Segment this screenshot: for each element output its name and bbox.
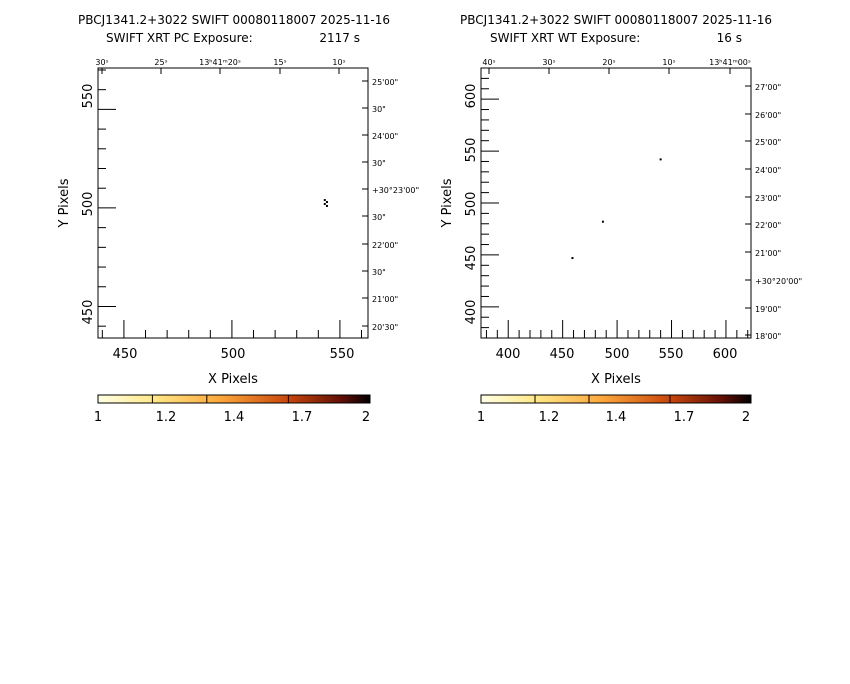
pc-plot-frame [97, 67, 369, 339]
wt-ra-label: 10ˢ [662, 58, 675, 67]
pc-ytick-label: 450 [81, 300, 96, 325]
pc-title-line1: PBCJ1341.2+3022 SWIFT 00080118007 2025-1… [78, 13, 390, 27]
pc-dec-label: 20'30" [372, 323, 398, 332]
data-point [601, 220, 604, 223]
wt-ytick-label: 500 [464, 192, 479, 217]
data-point [325, 204, 328, 207]
wt-xtick-label: 450 [550, 347, 575, 362]
wt-dec-label: 24'00" [755, 166, 781, 175]
wt-title-line1: PBCJ1341.2+3022 SWIFT 00080118007 2025-1… [460, 13, 772, 27]
pc-dec-label: 24'00" [372, 132, 398, 141]
pc-ra-label: 30ˢ [95, 58, 108, 67]
pc-x-axis-label: X Pixels [208, 372, 258, 387]
pc-dec-label: 30" [372, 268, 386, 277]
wt-ytick-label: 450 [464, 246, 479, 271]
pc-colorbar [97, 394, 371, 404]
data-point [323, 199, 326, 202]
pc-dec-label: 25'00" [372, 78, 398, 87]
data-point [325, 201, 328, 204]
pc-xtick-label: 500 [221, 347, 246, 362]
wt-colorbar-label: 1.2 [539, 410, 560, 425]
wt-ra-label: 20ˢ [602, 58, 615, 67]
pc-title-exposure: 2117 s [319, 31, 360, 45]
pc-colorbar-label: 2 [362, 410, 370, 425]
data-point [323, 202, 326, 205]
pc-dec-label: 21'00" [372, 295, 398, 304]
pc-y-axis-label: Y Pixels [57, 178, 72, 228]
wt-colorbar-label: 1 [477, 410, 485, 425]
wt-colorbar-ticks [480, 395, 752, 403]
wt-data-points [571, 158, 662, 260]
pc-xtick-label: 450 [113, 347, 138, 362]
wt-title-mode: SWIFT XRT WT Exposure: [490, 31, 640, 45]
pc-colorbar-ticks [97, 395, 371, 403]
pc-ytick-label: 500 [81, 192, 96, 217]
pc-ytick-label: 550 [81, 84, 96, 109]
wt-dec-label: 25'00" [755, 138, 781, 147]
pc-ra-label: 13ʰ41ᵐ20ˢ [199, 58, 241, 67]
wt-title-exposure: 16 s [717, 31, 742, 45]
wt-dec-label: 27'00" [755, 83, 781, 92]
pc-dec-label: 30" [372, 213, 386, 222]
pc-xtick-label: 550 [330, 347, 355, 362]
pc-panel: PBCJ1341.2+3022 SWIFT 00080118007 2025-1… [57, 13, 419, 425]
pc-colorbar-label: 1 [94, 410, 102, 425]
pc-colorbar-label: 1.7 [292, 410, 313, 425]
data-point [571, 257, 574, 260]
wt-panel: PBCJ1341.2+3022 SWIFT 00080118007 2025-1… [440, 13, 802, 425]
wt-dec-label: 23'00" [755, 194, 781, 203]
wt-xtick-label: 400 [496, 347, 521, 362]
wt-ytick-label: 400 [464, 300, 479, 325]
pc-dec-label: 30" [372, 159, 386, 168]
wt-ytick-label: 550 [464, 138, 479, 163]
wt-xtick-label: 500 [605, 347, 630, 362]
wt-ra-label: 40ˢ [482, 58, 495, 67]
pc-dec-label: 22'00" [372, 241, 398, 250]
wt-ytick-label: 600 [464, 84, 479, 109]
wt-colorbar-label: 1.7 [674, 410, 695, 425]
wt-y-axis-label: Y Pixels [440, 178, 455, 228]
pc-axis-ticks [98, 68, 368, 338]
pc-data-points [323, 199, 328, 207]
wt-x-axis-label: X Pixels [591, 372, 641, 387]
wt-dec-label: 26'00" [755, 111, 781, 120]
pc-ra-label: 10ˢ [332, 58, 345, 67]
wt-dec-label: 22'00" [755, 221, 781, 230]
wt-ra-label: 30ˢ [542, 58, 555, 67]
pc-ra-label: 25ˢ [154, 58, 167, 67]
wt-xtick-label: 600 [713, 347, 738, 362]
pc-dec-label: 30" [372, 105, 386, 114]
wt-colorbar-label: 1.4 [606, 410, 627, 425]
data-point [659, 158, 662, 161]
wt-dec-label: +30°20'00" [755, 277, 802, 286]
pc-colorbar-label: 1.4 [224, 410, 245, 425]
wt-dec-label: 18'00" [755, 332, 781, 341]
pc-title-mode: SWIFT XRT PC Exposure: [106, 31, 253, 45]
wt-colorbar [480, 394, 752, 404]
wt-ra-label: 13ʰ41ᵐ00ˢ [709, 58, 751, 67]
wt-dec-label: 19'00" [755, 305, 781, 314]
wt-dec-label: 21'00" [755, 249, 781, 258]
pc-dec-label: +30°23'00" [372, 186, 419, 195]
wt-axis-ticks [481, 67, 751, 339]
pc-colorbar-label: 1.2 [156, 410, 177, 425]
wt-colorbar-label: 2 [742, 410, 750, 425]
pc-ra-label: 15ˢ [273, 58, 286, 67]
wt-xtick-label: 550 [659, 347, 684, 362]
wt-plot-frame [480, 67, 752, 339]
